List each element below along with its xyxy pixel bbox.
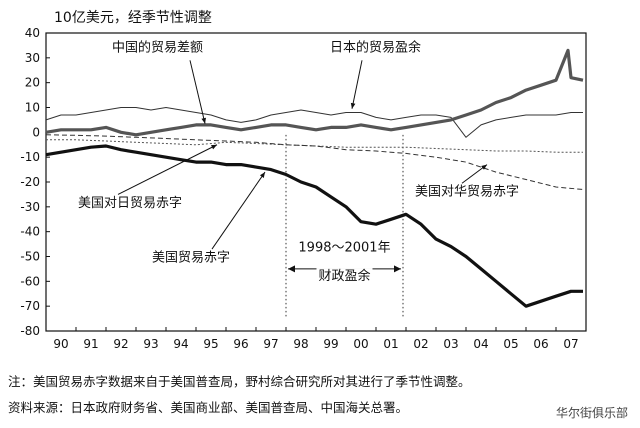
- us-china-deficit-label: 美国对华贸易赤字: [415, 185, 519, 200]
- x-tick-label: 92: [113, 337, 128, 351]
- x-tick-label: 04: [473, 337, 488, 351]
- x-tick-label: 93: [143, 337, 158, 351]
- y-tick-label: 30: [25, 51, 40, 65]
- y-tick-label: -40: [20, 225, 40, 239]
- x-tick-label: 97: [263, 337, 278, 351]
- watermark: 华尔街俱乐部: [551, 403, 632, 422]
- annotation-arrowhead: [211, 144, 217, 150]
- x-tick-label: 96: [233, 337, 248, 351]
- x-tick-label: 02: [413, 337, 428, 351]
- series-lines: [45, 48, 584, 308]
- annotation-arrowhead: [259, 172, 265, 178]
- y-tick-label: -10: [20, 150, 40, 164]
- x-tick-label: 07: [563, 337, 578, 351]
- y-tick-label: 10: [25, 101, 40, 115]
- unit-label: 10亿美元，经季节性调整: [54, 10, 212, 26]
- x-tick-label: 99: [323, 337, 338, 351]
- surplus-years-label: 1998～2001年: [298, 241, 390, 256]
- y-tick-label: 40: [25, 26, 40, 40]
- japan-surplus-label: 日本的贸易盈余: [330, 40, 421, 56]
- series-line-0: [45, 144, 583, 308]
- us-japan-deficit-label: 美国对日贸易赤字: [78, 196, 182, 211]
- y-tick-label: 0: [32, 125, 40, 139]
- surplus-text-label: 财政盈余: [318, 268, 370, 284]
- series-line-2: [45, 107, 583, 138]
- y-tick-label: -80: [20, 324, 40, 338]
- y-axis: 40 30 20 10 0 -10 -20 -30 -40 -50 -60 -70 -80: [20, 26, 50, 338]
- x-tick-label: 05: [503, 337, 518, 351]
- annotation-pointer: [351, 60, 363, 109]
- x-tick-label: 90: [53, 337, 68, 351]
- annotation-pointer: [117, 144, 218, 195]
- x-tick-label: 00: [353, 337, 368, 351]
- annotation-pointer: [189, 60, 206, 124]
- source-line: 资料来源：日本政府财务省、美国商业部、美国普查局、中国海关总署。: [8, 400, 409, 415]
- us-deficit-label: 美国贸易赤字: [152, 250, 230, 265]
- series-line-4: [45, 134, 584, 190]
- x-tick-label: 94: [173, 337, 188, 351]
- x-tick-label: 98: [293, 337, 308, 351]
- y-tick-label: 20: [25, 76, 40, 90]
- annotation-pointer: [211, 171, 266, 250]
- x-tick-label: 91: [83, 337, 98, 351]
- y-tick-label: -70: [20, 299, 40, 313]
- arrowhead-left: [288, 265, 295, 273]
- series-line-1: [45, 48, 584, 137]
- x-tick-label: 01: [383, 337, 398, 351]
- x-tick-label: 06: [533, 337, 548, 351]
- x-axis: 90 91 92 93 94 95 96 97 98 99 00 01 02 03 04 05 06 07: [45, 327, 579, 351]
- label-bg: [296, 240, 393, 256]
- y-tick-label: -20: [20, 175, 40, 189]
- arrowhead-right: [394, 265, 401, 273]
- annotation-arrowhead: [350, 102, 356, 109]
- annotation-arrowhead: [481, 164, 487, 170]
- annotation-arrowhead: [201, 117, 206, 124]
- x-tick-label: 95: [203, 337, 218, 351]
- plot-frame: [45, 32, 587, 332]
- y-tick-label: -50: [20, 250, 40, 264]
- y-tick-label: -60: [20, 274, 40, 288]
- y-tick-label: -30: [20, 200, 40, 214]
- label-bg: [316, 268, 373, 285]
- china-balance-label: 中国的贸易差额: [112, 40, 203, 56]
- footnote: 注：美国贸易赤字数据来自于美国普查局，野村综合研究所对其进行了季节性调整。: [8, 374, 471, 389]
- x-tick-label: 03: [443, 337, 458, 351]
